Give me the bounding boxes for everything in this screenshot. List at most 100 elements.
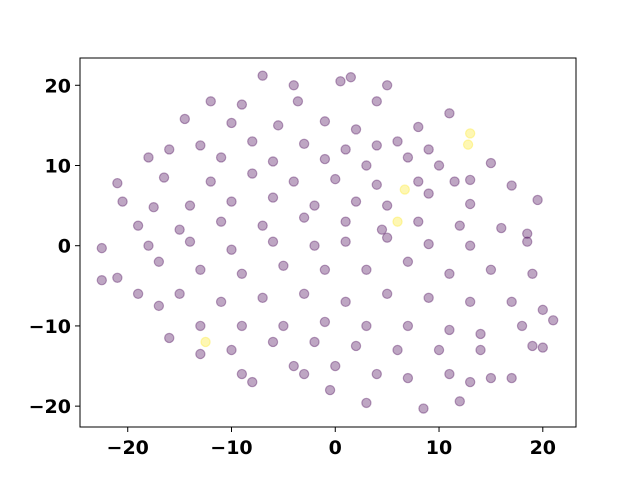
scatter-point [184, 200, 196, 211]
scatter-point [195, 348, 206, 360]
scatter-point [236, 368, 248, 380]
scatter-point [464, 296, 476, 308]
scatter-point [96, 275, 107, 286]
scatter-point [257, 70, 268, 81]
scatter-point [444, 324, 455, 336]
scatter-point [444, 108, 455, 119]
scatter-point [392, 344, 403, 356]
scatter-point [143, 240, 154, 251]
scatter-point [226, 117, 237, 129]
scatter-point [298, 368, 310, 380]
scatter-point [267, 336, 279, 348]
scatter-point [496, 222, 507, 234]
scatter-point [319, 153, 331, 165]
scatter-point [506, 372, 517, 384]
scatter-point [340, 236, 351, 247]
scatter-point [298, 138, 310, 150]
scatter-point [96, 242, 107, 254]
scatter-point [464, 128, 476, 139]
y-tick-label: −20 [29, 396, 71, 418]
scatter-point [522, 236, 533, 247]
x-tick-label: 20 [530, 437, 556, 459]
scatter-point [319, 316, 331, 328]
scatter-point [444, 268, 455, 279]
scatter-point [381, 288, 393, 300]
scatter-point [413, 216, 424, 227]
scatter-point [361, 320, 372, 332]
scatter-point [257, 220, 268, 231]
x-tick-label: 10 [426, 437, 452, 459]
scatter-point [288, 360, 299, 372]
scatter-point [298, 212, 310, 223]
scatter-point [288, 176, 299, 187]
scatter-point [195, 140, 206, 151]
scatter-point [413, 121, 424, 133]
scatter-point [132, 220, 144, 231]
scatter-point [399, 184, 410, 195]
scatter-point [179, 113, 191, 125]
y-tick-label: −10 [29, 316, 71, 338]
scatter-point [464, 376, 476, 388]
scatter-point [205, 176, 216, 187]
scatter-point [413, 176, 424, 187]
scatter-point [288, 80, 299, 91]
scatter-point [112, 272, 123, 283]
scatter-point [361, 160, 372, 171]
scatter-point [215, 296, 227, 308]
scatter-point [215, 152, 227, 163]
scatter-point [449, 176, 460, 187]
scatter-point [215, 216, 227, 227]
scatter-point [423, 292, 434, 304]
scatter-point [309, 336, 320, 348]
scatter-point [433, 344, 445, 356]
scatter-point [247, 168, 258, 179]
scatter-point [506, 296, 517, 308]
scatter-point [340, 216, 351, 227]
scatter-point [292, 96, 304, 107]
scatter-point [506, 180, 517, 191]
scatter-point [267, 236, 279, 247]
scatter-point [371, 140, 382, 151]
scatter-point [547, 315, 559, 326]
scatter-point [278, 260, 289, 271]
scatter-point [527, 340, 538, 352]
scatter-point [309, 200, 320, 211]
scatter-point [350, 340, 362, 352]
scatter-point [381, 80, 393, 91]
scatter-point [350, 124, 362, 135]
scatter-point [532, 194, 543, 206]
scatter-point [132, 288, 144, 300]
y-tick-label: 20 [45, 75, 71, 97]
scatter-point [381, 200, 393, 211]
y-tick-label: 0 [58, 236, 71, 258]
scatter-point [153, 300, 165, 312]
scatter-point [184, 236, 196, 247]
scatter-point [330, 360, 341, 372]
scatter-point [516, 320, 528, 332]
scatter-point [462, 139, 474, 150]
scatter-point [319, 264, 331, 275]
scatter-point [236, 99, 248, 110]
scatter-point [200, 336, 211, 348]
scatter-point [402, 152, 414, 163]
scatter-point [164, 332, 175, 344]
scatter-point [195, 320, 206, 332]
scatter-point [485, 372, 497, 384]
scatter-point [345, 72, 357, 83]
plot-frame [79, 57, 577, 428]
scatter-point [257, 292, 268, 304]
scatter-point [537, 342, 548, 353]
scatter-point [376, 224, 388, 235]
scatter-point [444, 368, 455, 380]
scatter-point [247, 376, 258, 388]
scatter-point [272, 120, 284, 131]
scatter-point [205, 96, 216, 107]
scatter-point [247, 136, 258, 147]
y-tick-label: 10 [45, 155, 71, 177]
scatter-point [527, 268, 538, 279]
scatter-point [278, 320, 289, 332]
scatter-point [464, 174, 476, 186]
scatter-point [485, 264, 497, 275]
scatter-point [371, 179, 382, 190]
